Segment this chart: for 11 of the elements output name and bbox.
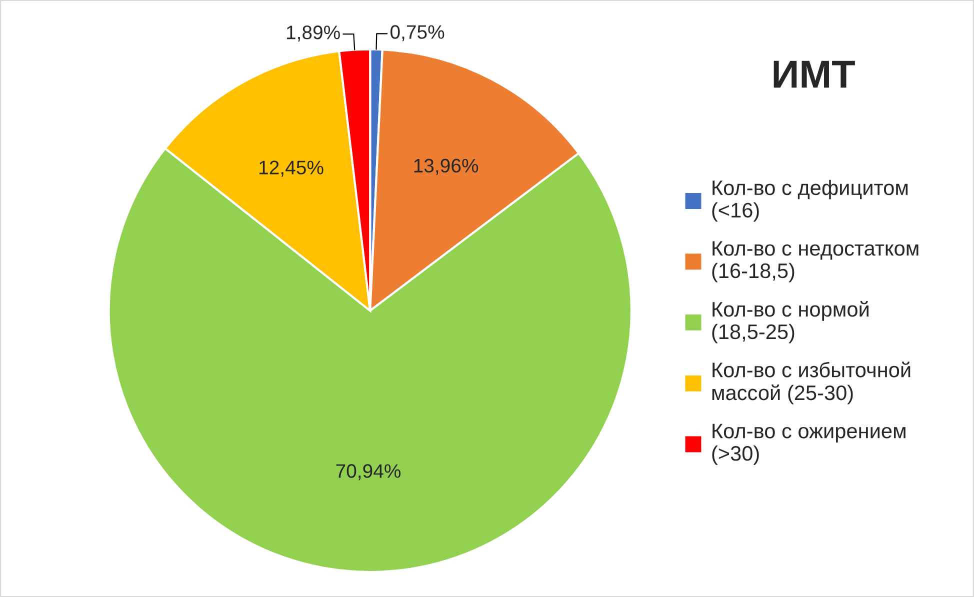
data-label: 13,96% bbox=[414, 158, 478, 175]
text: ИМТ bbox=[774, 60, 855, 88]
data-label: 0,75% bbox=[390, 25, 444, 42]
data-label: 12,45% bbox=[260, 160, 324, 177]
legend-label: Кол-во с нормой (18,5-25) bbox=[712, 301, 868, 344]
legend-label: Кол-во с избыточной массой (25-30) bbox=[712, 362, 910, 404]
legend-label: Кол-во с недостатком (16-18,5) bbox=[712, 241, 918, 282]
legend-label: Кол-во с дефицитом (<16) bbox=[712, 180, 908, 222]
data-label: 1,89% bbox=[286, 26, 340, 42]
data-label: 70,94% bbox=[336, 464, 401, 480]
legend-label: Кол-во с ожирением (>30) bbox=[712, 424, 906, 465]
